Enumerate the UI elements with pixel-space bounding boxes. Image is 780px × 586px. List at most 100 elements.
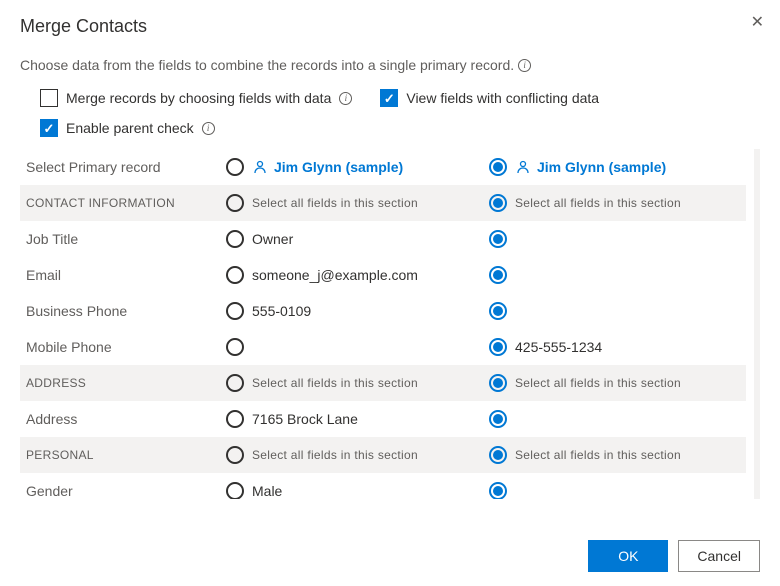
field-left: Male — [220, 473, 483, 499]
dialog-subtitle: Choose data from the fields to combine t… — [20, 57, 760, 73]
record-left-name[interactable]: Jim Glynn (sample) — [252, 159, 403, 175]
primary-right-radio[interactable] — [489, 158, 507, 176]
field-left-radio[interactable] — [226, 338, 244, 356]
section-address-right: Select all fields in this section — [483, 365, 746, 401]
radio-dot-icon — [493, 486, 503, 496]
info-icon[interactable]: i — [202, 122, 215, 135]
field-right: 425-555-1234 — [483, 329, 746, 365]
field-left: someone_j@example.com — [220, 257, 483, 293]
contact-icon — [515, 159, 531, 175]
field-left-value: Owner — [252, 231, 293, 247]
field-right-radio[interactable] — [489, 338, 507, 356]
field-right-value: 425-555-1234 — [515, 339, 602, 355]
field-left-value: someone_j@example.com — [252, 267, 418, 283]
field-right-radio[interactable] — [489, 230, 507, 248]
field-left-value: 555-0109 — [252, 303, 311, 319]
radio-dot-icon — [493, 162, 503, 172]
field-right-radio[interactable] — [489, 482, 507, 499]
close-button[interactable]: ✕ — [751, 12, 764, 32]
field-label: Address — [20, 401, 220, 437]
select-all-right-radio[interactable] — [489, 446, 507, 464]
view-conflicting-checkbox[interactable]: ✓ — [380, 89, 398, 107]
enable-parent-label: Enable parent check — [66, 120, 194, 136]
merge-grid: Select Primary record Jim Glynn (sample)… — [20, 149, 746, 499]
info-icon[interactable]: i — [518, 59, 531, 72]
field-right — [483, 293, 746, 329]
field-label: Email — [20, 257, 220, 293]
select-all-text: Select all fields in this section — [515, 376, 681, 390]
record-right-text: Jim Glynn (sample) — [537, 159, 666, 175]
select-all-text: Select all fields in this section — [252, 196, 418, 210]
select-all-text: Select all fields in this section — [515, 196, 681, 210]
select-all-text: Select all fields in this section — [252, 448, 418, 462]
enable-parent-checkbox[interactable]: ✓ — [40, 119, 58, 137]
field-right — [483, 473, 746, 499]
radio-dot-icon — [493, 378, 503, 388]
field-label: Business Phone — [20, 293, 220, 329]
field-left: 7165 Brock Lane — [220, 401, 483, 437]
field-label: Job Title — [20, 221, 220, 257]
record-left-text: Jim Glynn (sample) — [274, 159, 403, 175]
options-row-2: ✓ Enable parent check i — [40, 119, 760, 137]
radio-dot-icon — [493, 414, 503, 424]
primary-left-cell: Jim Glynn (sample) — [220, 149, 483, 185]
radio-dot-icon — [493, 198, 503, 208]
select-all-text: Select all fields in this section — [515, 448, 681, 462]
field-left-radio[interactable] — [226, 482, 244, 499]
field-right-radio[interactable] — [489, 302, 507, 320]
enable-parent-option: ✓ Enable parent check i — [40, 119, 215, 137]
radio-dot-icon — [493, 270, 503, 280]
primary-right-cell: Jim Glynn (sample) — [483, 149, 746, 185]
field-left-value: 7165 Brock Lane — [252, 411, 358, 427]
select-all-left-radio[interactable] — [226, 374, 244, 392]
merge-by-data-option: Merge records by choosing fields with da… — [40, 89, 352, 107]
options-row-1: Merge records by choosing fields with da… — [40, 89, 760, 107]
field-right — [483, 257, 746, 293]
fields-scroll-area: Select Primary record Jim Glynn (sample)… — [20, 149, 760, 499]
radio-dot-icon — [493, 342, 503, 352]
ok-button[interactable]: OK — [588, 540, 668, 572]
field-left-value: Male — [252, 483, 282, 499]
field-left-radio[interactable] — [226, 266, 244, 284]
field-right — [483, 401, 746, 437]
primary-record-label: Select Primary record — [20, 149, 220, 185]
radio-dot-icon — [493, 234, 503, 244]
section-personal-left: Select all fields in this section — [220, 437, 483, 473]
subtitle-text: Choose data from the fields to combine t… — [20, 57, 514, 73]
section-contact-left: Select all fields in this section — [220, 185, 483, 221]
select-all-text: Select all fields in this section — [252, 376, 418, 390]
close-icon: ✕ — [751, 14, 764, 31]
field-left-radio[interactable] — [226, 410, 244, 428]
field-right — [483, 221, 746, 257]
field-left-radio[interactable] — [226, 230, 244, 248]
select-all-right-radio[interactable] — [489, 194, 507, 212]
primary-left-radio[interactable] — [226, 158, 244, 176]
checkmark-icon: ✓ — [384, 92, 395, 105]
cancel-button[interactable]: Cancel — [678, 540, 760, 572]
info-icon[interactable]: i — [339, 92, 352, 105]
field-left — [220, 329, 483, 365]
dialog-title: Merge Contacts — [20, 16, 760, 37]
record-right-name[interactable]: Jim Glynn (sample) — [515, 159, 666, 175]
section-personal-label: PERSONAL — [20, 437, 220, 473]
select-all-right-radio[interactable] — [489, 374, 507, 392]
view-conflicting-option: ✓ View fields with conflicting data — [380, 89, 599, 107]
field-left-radio[interactable] — [226, 302, 244, 320]
section-personal-right: Select all fields in this section — [483, 437, 746, 473]
merge-by-data-label: Merge records by choosing fields with da… — [66, 90, 331, 106]
section-address-label: ADDRESS — [20, 365, 220, 401]
field-right-radio[interactable] — [489, 266, 507, 284]
contact-icon — [252, 159, 268, 175]
merge-by-data-checkbox[interactable] — [40, 89, 58, 107]
section-contact-right: Select all fields in this section — [483, 185, 746, 221]
radio-dot-icon — [493, 306, 503, 316]
select-all-left-radio[interactable] — [226, 194, 244, 212]
field-left: 555-0109 — [220, 293, 483, 329]
field-right-radio[interactable] — [489, 410, 507, 428]
section-contact-info-label: CONTACT INFORMATION — [20, 185, 220, 221]
dialog-footer: OK Cancel — [588, 540, 760, 572]
radio-dot-icon — [493, 450, 503, 460]
field-label: Mobile Phone — [20, 329, 220, 365]
select-all-left-radio[interactable] — [226, 446, 244, 464]
field-label: Gender — [20, 473, 220, 499]
